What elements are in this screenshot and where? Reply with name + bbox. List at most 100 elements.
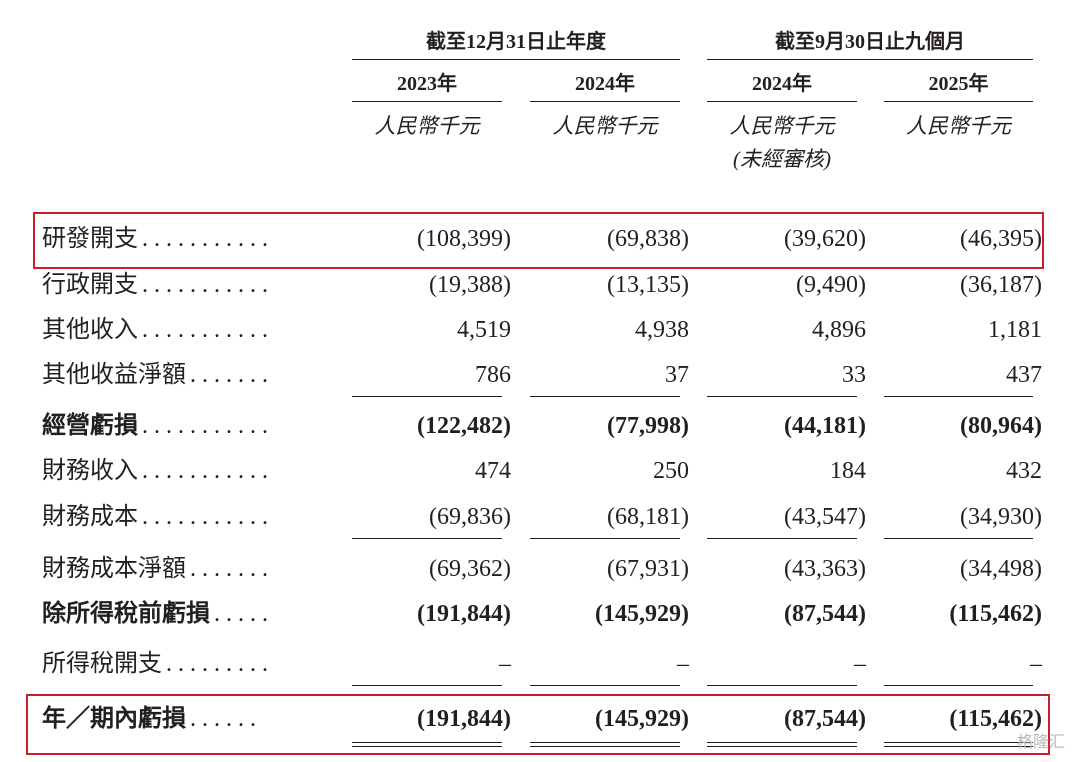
subtotal-rule [707, 538, 857, 539]
cell-value: 474 [475, 458, 511, 484]
cell-value: (68,181) [607, 504, 689, 530]
watermark: 格隆汇 [1016, 732, 1065, 751]
leader-dots: . . . . . . . [190, 362, 268, 388]
cell-value: (36,187) [960, 272, 1042, 298]
group-rule [352, 59, 680, 60]
row-label: 財務收入 [42, 458, 138, 484]
row-label: 財務成本淨額 [42, 556, 186, 582]
cell-value: (77,998) [607, 413, 689, 439]
cell-value: 1,181 [988, 317, 1042, 343]
subtotal-rule [530, 685, 680, 686]
group-header: 截至9月30日止九個月 [775, 31, 965, 53]
row-label: 行政開支 [42, 272, 138, 298]
leader-dots: . . . . . [214, 601, 268, 627]
leader-dots: . . . . . . . . . [166, 651, 268, 677]
cell-value: (145,929) [595, 601, 689, 627]
total-rule [707, 742, 857, 743]
subtotal-rule [352, 685, 502, 686]
cell-value: (122,482) [417, 413, 511, 439]
row-label: 其他收入 [42, 317, 138, 343]
column-year: 2025年 [928, 73, 989, 95]
row-label: 經營虧損 [42, 413, 138, 439]
cell-value: (43,547) [784, 504, 866, 530]
cell-value: (108,399) [417, 226, 511, 252]
cell-value: 184 [830, 458, 866, 484]
cell-value: (191,844) [417, 601, 511, 627]
cell-value: (67,931) [607, 556, 689, 582]
total-rule [352, 742, 502, 743]
row-label: 年／期內虧損 [42, 706, 186, 732]
column-year: 2023年 [397, 73, 457, 95]
subtotal-rule [707, 396, 857, 397]
total-rule [707, 746, 857, 747]
cell-value: (13,135) [607, 272, 689, 298]
row-label: 研發開支 [42, 226, 138, 252]
subtotal-rule [884, 685, 1033, 686]
leader-dots: . . . . . . . . . . . [142, 272, 268, 298]
column-unit: 人民幣千元 [729, 114, 835, 138]
cell-value: (46,395) [960, 226, 1042, 252]
cell-value: (115,462) [949, 601, 1042, 627]
subtotal-rule [884, 538, 1033, 539]
subtotal-rule [530, 396, 680, 397]
year-rule [352, 101, 502, 102]
row-label: 財務成本 [42, 504, 138, 530]
cell-value: (19,388) [429, 272, 511, 298]
group-rule [707, 59, 1033, 60]
cell-value: (69,838) [607, 226, 689, 252]
subtotal-rule [352, 396, 502, 397]
subtotal-rule [707, 685, 857, 686]
cell-value: (69,362) [429, 556, 511, 582]
cell-value: (69,836) [429, 504, 511, 530]
group-header: 截至12月31日止年度 [426, 31, 606, 53]
cell-value: (39,620) [784, 226, 866, 252]
column-unit: 人民幣千元 [374, 114, 480, 138]
cell-value: – [499, 651, 511, 677]
column-unit: 人民幣千元 [906, 114, 1011, 138]
cell-value: (115,462) [949, 706, 1042, 732]
column-year: 2024年 [575, 73, 635, 95]
column-unit: 人民幣千元 [552, 114, 658, 138]
total-rule [530, 742, 680, 743]
cell-value: 437 [1006, 362, 1042, 388]
row-label: 其他收益淨額 [42, 362, 186, 388]
cell-value: – [677, 651, 689, 677]
cell-value: (145,929) [595, 706, 689, 732]
total-rule [884, 746, 1033, 747]
total-rule [352, 746, 502, 747]
cell-value: 4,519 [457, 317, 511, 343]
leader-dots: . . . . . . . . . . . [142, 458, 268, 484]
cell-value: (87,544) [784, 706, 866, 732]
subtotal-rule [352, 538, 502, 539]
row-label: 所得稅開支 [42, 651, 162, 677]
cell-value: 250 [653, 458, 689, 484]
cell-value: (43,363) [784, 556, 866, 582]
cell-value: 432 [1006, 458, 1042, 484]
leader-dots: . . . . . . . [190, 556, 268, 582]
total-rule [530, 746, 680, 747]
cell-value: (34,498) [960, 556, 1042, 582]
cell-value: (44,181) [784, 413, 866, 439]
subtotal-rule [884, 396, 1033, 397]
cell-value: (80,964) [960, 413, 1042, 439]
leader-dots: . . . . . . . . . . . [142, 413, 268, 439]
year-rule [884, 101, 1033, 102]
leader-dots: . . . . . . . . . . . [142, 317, 268, 343]
subtotal-rule [530, 538, 680, 539]
cell-value: 786 [475, 362, 511, 388]
cell-value: 4,896 [812, 317, 866, 343]
leader-dots: . . . . . . [190, 706, 256, 732]
total-rule [884, 742, 1033, 743]
column-year: 2024年 [752, 73, 812, 95]
cell-value: (191,844) [417, 706, 511, 732]
cell-value: – [854, 651, 866, 677]
cell-value: (9,490) [796, 272, 866, 298]
cell-value: 33 [842, 362, 866, 388]
leader-dots: . . . . . . . . . . . [142, 504, 268, 530]
row-label: 除所得稅前虧損 [42, 601, 210, 627]
cell-value: 4,938 [635, 317, 689, 343]
leader-dots: . . . . . . . . . . . [142, 226, 268, 252]
cell-value: 37 [665, 362, 689, 388]
highlight-box [33, 212, 1044, 269]
